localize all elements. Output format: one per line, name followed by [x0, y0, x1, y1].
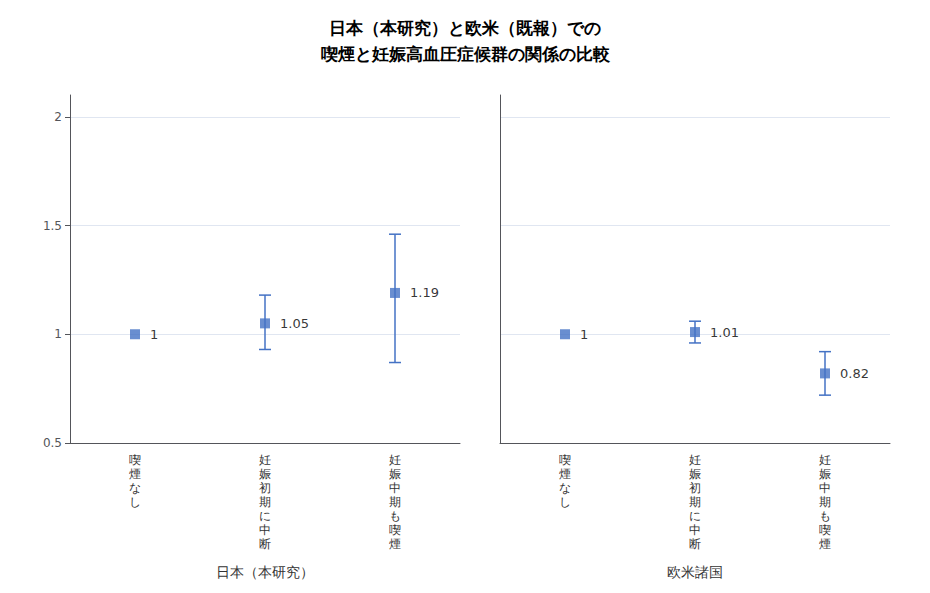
- svg-text:し: し: [559, 495, 571, 509]
- svg-text:煙: 煙: [819, 537, 831, 551]
- svg-text:妊: 妊: [259, 453, 271, 467]
- svg-text:1.19: 1.19: [410, 285, 439, 300]
- svg-text:日本（本研究）と欧米（既報）での: 日本（本研究）と欧米（既報）での: [329, 18, 601, 38]
- svg-text:喫: 喫: [389, 523, 401, 537]
- svg-text:娠: 娠: [689, 467, 701, 481]
- svg-text:に: に: [689, 509, 701, 523]
- svg-text:に: に: [259, 509, 271, 523]
- svg-text:中: 中: [819, 481, 831, 495]
- svg-text:も: も: [389, 509, 401, 523]
- svg-text:中: 中: [389, 481, 401, 495]
- svg-text:欧米諸国: 欧米諸国: [667, 564, 723, 580]
- svg-text:1.05: 1.05: [280, 316, 309, 331]
- svg-text:中: 中: [259, 523, 271, 537]
- svg-text:断: 断: [689, 537, 701, 551]
- svg-text:娠: 娠: [819, 467, 831, 481]
- svg-text:喫: 喫: [559, 453, 571, 467]
- svg-text:煙: 煙: [129, 467, 141, 481]
- svg-text:初: 初: [689, 481, 701, 495]
- svg-text:妊: 妊: [689, 453, 701, 467]
- svg-text:初: 初: [259, 481, 271, 495]
- svg-text:妊: 妊: [819, 453, 831, 467]
- svg-text:0.82: 0.82: [840, 366, 869, 381]
- svg-text:期: 期: [259, 495, 271, 509]
- svg-text:な: な: [129, 481, 141, 495]
- svg-text:期: 期: [689, 495, 701, 509]
- svg-text:な: な: [559, 481, 571, 495]
- svg-text:1: 1: [54, 327, 62, 341]
- svg-text:日本（本研究）: 日本（本研究）: [216, 564, 314, 580]
- svg-text:喫: 喫: [129, 453, 141, 467]
- svg-text:期: 期: [389, 495, 401, 509]
- svg-text:1: 1: [150, 327, 158, 342]
- svg-text:期: 期: [819, 495, 831, 509]
- svg-text:煙: 煙: [389, 537, 401, 551]
- svg-text:中: 中: [689, 523, 701, 537]
- svg-text:も: も: [819, 509, 831, 523]
- svg-text:し: し: [129, 495, 141, 509]
- svg-text:1.01: 1.01: [710, 325, 739, 340]
- svg-text:喫煙と妊娠高血圧症候群の関係の比較: 喫煙と妊娠高血圧症候群の関係の比較: [321, 44, 611, 64]
- svg-text:0.5: 0.5: [43, 436, 62, 450]
- svg-text:2: 2: [54, 110, 62, 124]
- svg-text:妊: 妊: [389, 453, 401, 467]
- svg-text:断: 断: [259, 537, 271, 551]
- svg-text:喫: 喫: [819, 523, 831, 537]
- svg-text:煙: 煙: [559, 467, 571, 481]
- svg-text:1.5: 1.5: [43, 219, 62, 233]
- svg-text:1: 1: [580, 327, 588, 342]
- svg-text:娠: 娠: [389, 467, 401, 481]
- svg-text:娠: 娠: [259, 467, 271, 481]
